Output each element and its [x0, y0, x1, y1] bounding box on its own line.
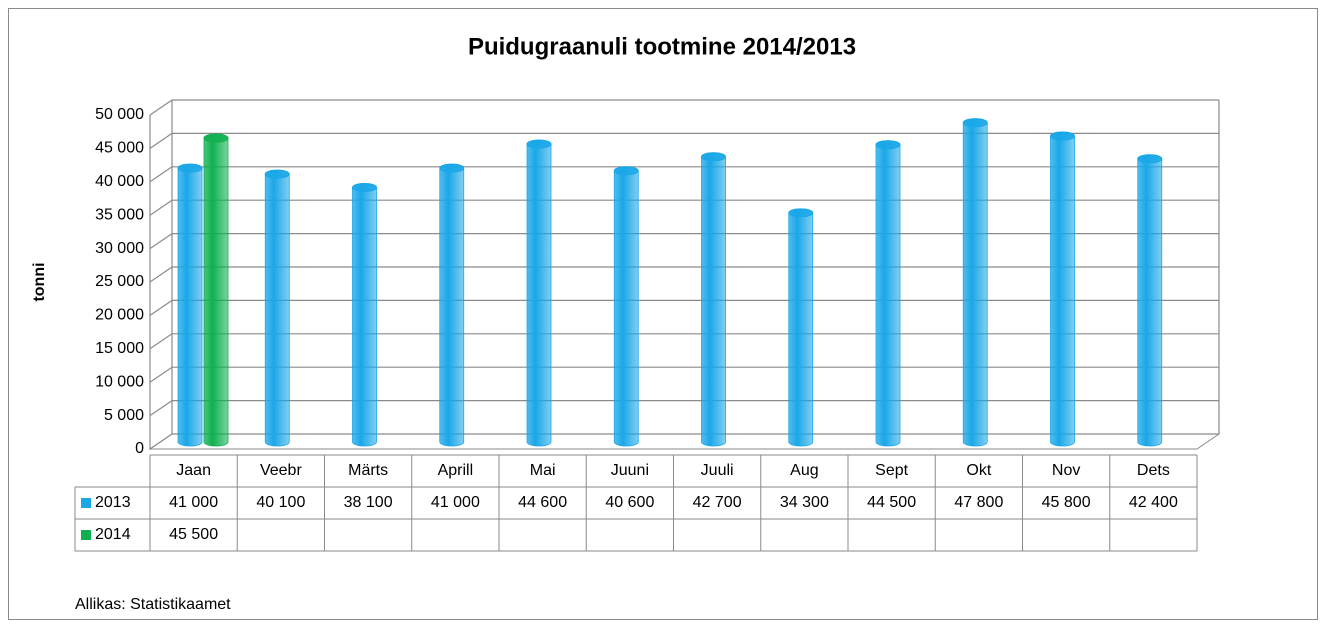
table-value: 41 000: [169, 494, 218, 511]
x-tick-label: Aug: [790, 462, 818, 479]
bar-top: [203, 133, 229, 143]
y-tick-label: 35 000: [95, 206, 144, 223]
table-value: 45 800: [1042, 494, 1091, 511]
y-tick-label: 45 000: [95, 140, 144, 157]
y-axis-title: tonni: [31, 262, 48, 301]
grid-line-side: [149, 400, 173, 417]
y-tick-label: 10 000: [95, 373, 144, 390]
bar: [875, 140, 901, 447]
bar: [1137, 154, 1163, 447]
y-tick-label: 15 000: [95, 340, 144, 357]
bar: [613, 166, 639, 447]
table-value: 44 600: [518, 494, 567, 511]
grid-line-side: [149, 266, 173, 283]
x-tick-label: Juuli: [701, 462, 734, 479]
grid-line-side: [149, 166, 173, 183]
bar: [788, 208, 814, 447]
source-note: Allikas: Statistikaamet: [75, 596, 231, 613]
bar-top: [613, 166, 639, 176]
x-tick-label: Mai: [530, 462, 556, 479]
grid-line-side: [149, 433, 173, 450]
grid-line-side: [149, 132, 173, 149]
bar-top: [264, 169, 290, 179]
x-tick-label: Okt: [966, 462, 991, 479]
bar: [962, 118, 988, 447]
table-value: 34 300: [780, 494, 829, 511]
table-value: 42 700: [693, 494, 742, 511]
bar-top: [701, 152, 726, 162]
bar-top: [962, 118, 988, 128]
x-tick-label: Veebr: [260, 462, 302, 479]
grid-line-side: [149, 299, 173, 316]
bar: [526, 139, 552, 447]
table-value: 40 600: [605, 494, 654, 511]
x-tick-label: Sept: [875, 462, 908, 479]
grid-line-side: [149, 99, 173, 116]
table-value: 40 100: [256, 494, 305, 511]
grid-line-side: [149, 333, 173, 350]
y-tick-label: 50 000: [95, 106, 144, 123]
x-tick-label: Juuni: [611, 462, 649, 479]
bar-top: [352, 182, 377, 192]
table-value: 41 000: [431, 494, 480, 511]
x-tick-label: Nov: [1052, 462, 1080, 479]
bar: [177, 163, 203, 447]
chart-title: Puidugraanuli tootmine 2014/2013: [468, 33, 856, 60]
y-tick-label: 25 000: [95, 273, 144, 290]
table-value: 42 400: [1129, 494, 1178, 511]
legend-key: [81, 530, 91, 540]
bar: [352, 183, 377, 447]
table-value: 47 800: [954, 494, 1003, 511]
grid-line-side: [149, 366, 173, 383]
x-tick-label: Dets: [1137, 462, 1170, 479]
bar-top: [788, 208, 814, 218]
bar: [701, 152, 726, 447]
y-tick-label: 0: [135, 440, 144, 457]
grid-line-side: [149, 199, 173, 216]
y-tick-label: 40 000: [95, 173, 144, 190]
bar: [264, 169, 290, 447]
legend-label: 2013: [95, 494, 131, 511]
grid-line-side: [149, 233, 173, 250]
bar: [203, 133, 229, 447]
table-value: 38 100: [344, 494, 393, 511]
bar: [1050, 131, 1075, 447]
bar: [439, 163, 465, 447]
table-value: 44 500: [867, 494, 916, 511]
x-tick-label: Märts: [348, 462, 388, 479]
y-tick-label: 20 000: [95, 307, 144, 324]
bar-top: [177, 163, 203, 173]
legend-label: 2014: [95, 526, 131, 543]
y-tick-label: 30 000: [95, 240, 144, 257]
table-value: 45 500: [169, 526, 218, 543]
x-tick-label: Jaan: [176, 462, 211, 479]
bar-top: [439, 163, 465, 173]
y-tick-label: 5 000: [104, 407, 144, 424]
legend-key: [81, 498, 91, 508]
x-tick-label: Aprill: [438, 462, 474, 479]
bar-top: [1050, 131, 1075, 141]
bar-top: [526, 139, 552, 149]
bar-top: [1137, 154, 1163, 164]
bar-top: [875, 140, 901, 150]
